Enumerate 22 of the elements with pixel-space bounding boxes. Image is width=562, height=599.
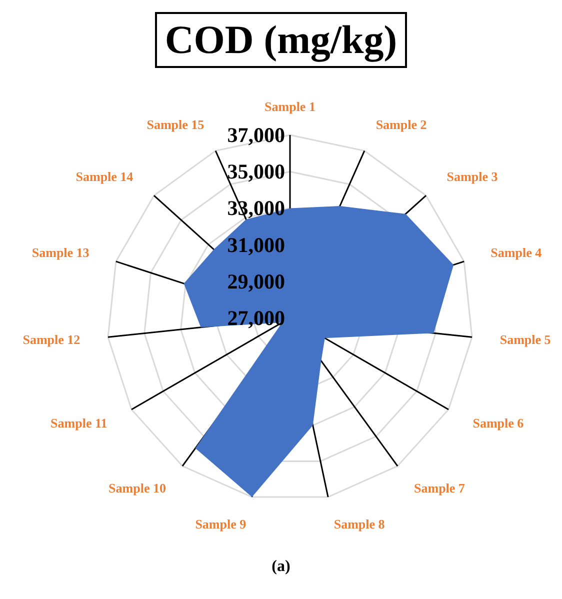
spoke-label: Sample 7 (414, 480, 466, 496)
spoke-label: Sample 15 (146, 117, 205, 132)
y-tick-label: 27,000 (227, 306, 285, 330)
spoke-label: Sample 11 (50, 416, 108, 430)
spoke-label: Sample 2 (376, 117, 427, 132)
text: (a) (270, 558, 292, 576)
y-tick-label: 37,000 (227, 123, 285, 147)
y-tick-label: 35,000 (227, 160, 285, 184)
spoke-label: Sample 14 (76, 168, 134, 184)
spoke-label: Sample 3 (446, 168, 498, 184)
spoke-label: Sample 6 (472, 416, 524, 430)
chart-title: COD (mg/kg) (154, 12, 408, 68)
spoke-label: Sample 4 (490, 244, 542, 260)
y-tick-label: 31,000 (227, 232, 285, 257)
spoke-label: Sample 10 (108, 480, 166, 496)
spoke-label: Sample 1 (264, 99, 316, 114)
spoke-label: Sample 5 (500, 332, 552, 348)
spoke-label: Sample 12 (22, 332, 80, 348)
spoke-label: Sample 9 (195, 516, 247, 532)
spoke-label: Sample 8 (334, 516, 386, 532)
y-tick-label: 29,000 (227, 269, 285, 294)
spoke-label: Sample 13 (32, 244, 90, 260)
